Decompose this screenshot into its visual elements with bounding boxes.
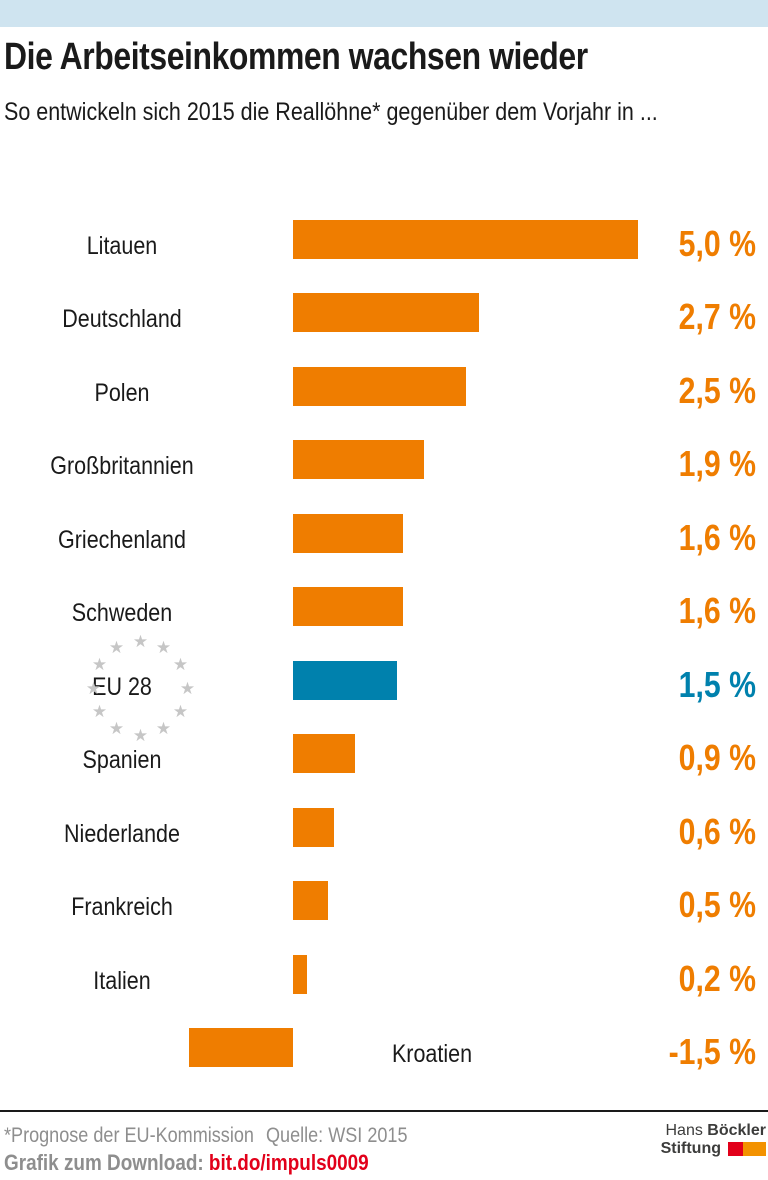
footer-divider bbox=[0, 1110, 768, 1112]
country-label: Kroatien bbox=[391, 1040, 473, 1068]
download-label: Grafik zum Download: bbox=[4, 1150, 204, 1175]
country-label: Schweden bbox=[71, 599, 173, 627]
country-label: Großbritannien bbox=[50, 452, 194, 480]
value-label: 0,6 % bbox=[678, 811, 756, 852]
bar-polen bbox=[293, 367, 466, 406]
bar-spanien bbox=[293, 734, 355, 773]
logo-line1: Hans Böckler bbox=[661, 1122, 766, 1140]
bar-kroatien bbox=[189, 1028, 293, 1067]
country-label: EU 28 bbox=[92, 673, 152, 701]
source-text: Quelle: WSI 2015 bbox=[265, 1124, 408, 1147]
value-label: 0,5 % bbox=[678, 884, 756, 925]
eu-star-icon: ★ bbox=[172, 702, 189, 721]
value-label: 0,2 % bbox=[678, 958, 756, 999]
logo-color-blocks-icon bbox=[728, 1142, 766, 1156]
logo-line2: Stiftung bbox=[661, 1140, 766, 1158]
country-label: Deutschland bbox=[62, 305, 182, 333]
eu-star-icon: ★ bbox=[172, 655, 189, 674]
page-title: Die Arbeitseinkommen wachsen wieder bbox=[4, 36, 588, 78]
logo-name-bold: Böckler bbox=[707, 1122, 766, 1139]
country-label: Griechenland bbox=[58, 526, 186, 554]
eu-star-icon: ★ bbox=[179, 679, 196, 698]
download-line: Grafik zum Download: bit.do/impuls0009 bbox=[4, 1150, 369, 1176]
bar-deutschland bbox=[293, 293, 479, 332]
eu-star-icon: ★ bbox=[85, 679, 102, 698]
value-label: 5,0 % bbox=[678, 223, 756, 264]
eu-star-icon: ★ bbox=[91, 702, 108, 721]
footnote-line: *Prognose der EU-Kommission Quelle: WSI 2… bbox=[4, 1124, 408, 1148]
country-label: Niederlande bbox=[64, 820, 180, 848]
bar-italien bbox=[293, 955, 307, 994]
value-label: -1,5 % bbox=[668, 1031, 756, 1072]
bar-schweden bbox=[293, 587, 403, 626]
bar-gro-britannien bbox=[293, 440, 424, 479]
eu-star-icon: ★ bbox=[91, 655, 108, 674]
eu-star-icon: ★ bbox=[108, 719, 125, 738]
bar-litauen bbox=[293, 220, 638, 259]
logo-stiftung: Stiftung bbox=[660, 1140, 721, 1157]
country-label: Polen bbox=[94, 379, 150, 407]
value-label: 0,9 % bbox=[678, 737, 756, 778]
value-label: 1,6 % bbox=[678, 590, 756, 631]
value-label: 1,9 % bbox=[678, 443, 756, 484]
country-label: Spanien bbox=[82, 746, 162, 774]
bar-griechenland bbox=[293, 514, 403, 553]
hans-boeckler-stiftung-logo: Hans Böckler Stiftung bbox=[661, 1122, 766, 1158]
value-label: 2,7 % bbox=[678, 296, 756, 337]
value-label: 1,5 % bbox=[678, 664, 756, 705]
eu-star-icon: ★ bbox=[108, 638, 125, 657]
bar-frankreich bbox=[293, 881, 328, 920]
bar-niederlande bbox=[293, 808, 334, 847]
value-label: 1,6 % bbox=[678, 517, 756, 558]
download-link[interactable]: bit.do/impuls0009 bbox=[208, 1150, 369, 1175]
logo-name-regular: Hans bbox=[665, 1122, 703, 1139]
eu-star-icon: ★ bbox=[155, 638, 172, 657]
country-label: Frankreich bbox=[71, 893, 173, 921]
country-label: Litauen bbox=[86, 232, 158, 260]
eu-star-icon: ★ bbox=[155, 719, 172, 738]
footnote-text: *Prognose der EU-Kommission bbox=[4, 1124, 254, 1147]
eu-star-icon: ★ bbox=[132, 726, 149, 745]
country-label: Italien bbox=[93, 967, 151, 995]
logo-orange-block-icon bbox=[743, 1142, 766, 1156]
eu-star-icon: ★ bbox=[132, 632, 149, 651]
logo-red-block-icon bbox=[728, 1142, 743, 1156]
value-label: 2,5 % bbox=[678, 370, 756, 411]
top-accent-strip bbox=[0, 0, 768, 27]
bar-eu-28 bbox=[293, 661, 397, 700]
page-subtitle: So entwickeln sich 2015 die Reallöhne* g… bbox=[4, 98, 658, 126]
